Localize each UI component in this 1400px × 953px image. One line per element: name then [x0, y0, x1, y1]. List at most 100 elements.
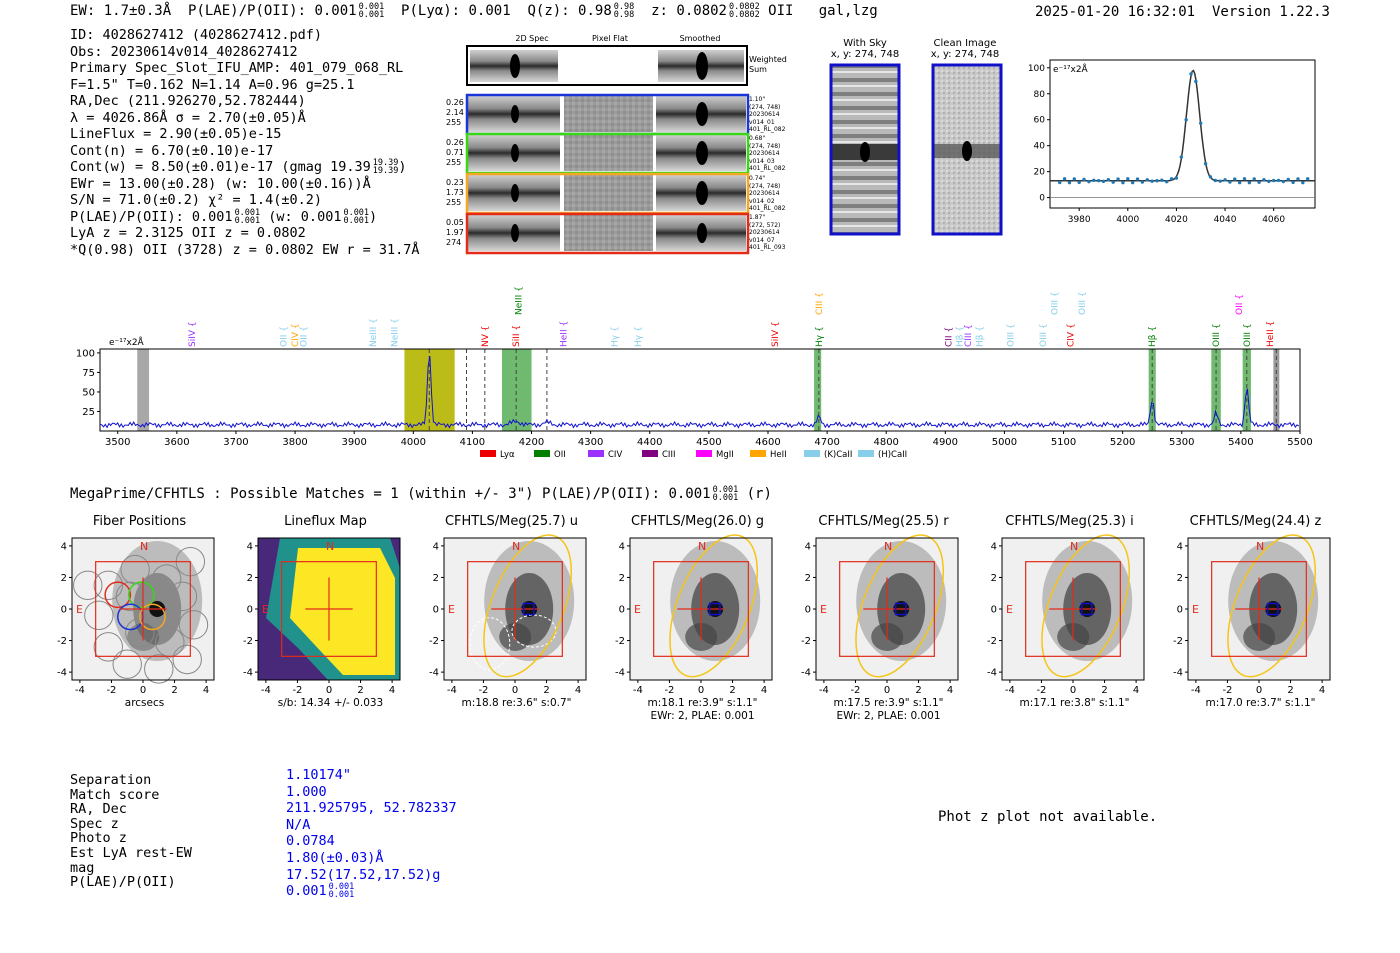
spectrum-xtick-label: 4400: [637, 437, 662, 448]
info-contw-lo: 19.39: [372, 166, 399, 176]
matches-title-hi: 0.001: [712, 485, 739, 495]
zoom-data-point: [1135, 177, 1140, 181]
stamp-xtick-label: 4: [389, 685, 395, 696]
zoom-data-point: [1174, 176, 1179, 180]
summary-value-photoz: 0.0784: [286, 833, 335, 850]
header-qz-lo: 0.98: [613, 10, 635, 20]
stamp-panel-6: CFHTLS/Meg(24.4) z N E -4 -4 -2 -2 0 0 2 2 4 4 m:17.0…: [1168, 510, 1343, 725]
spectrum-line-label: CIII {: [815, 292, 825, 315]
legend-swatch: [588, 450, 604, 457]
spectrum-xtick-label: 4500: [696, 437, 721, 448]
summary-plae-hi: 0.001: [328, 882, 355, 893]
stamp-xtick-label: -4: [261, 685, 271, 696]
spectrum-line-label: CIII {: [964, 324, 974, 347]
zoom-data-point: [1150, 179, 1154, 183]
summary-labels: Separation Match score RA, Dec Spec z Ph…: [70, 773, 192, 890]
summary-label-plae: P(LAE)/P(OII): [70, 874, 176, 891]
stamp-xtick-label: 0: [512, 685, 518, 696]
zoom-data-point: [1160, 178, 1164, 182]
weighted-sum-row: [466, 45, 748, 86]
stamp-xtick-label: -2: [106, 685, 116, 696]
zoom-data-point: [1130, 180, 1135, 185]
zoom-xtick-label: 4060: [1262, 215, 1285, 225]
stamp-ytick-label: -4: [243, 668, 253, 679]
zoom-data-point: [1116, 177, 1120, 181]
zoom-data-point: [1237, 180, 1242, 185]
spectrum-line-label: HeII {: [1266, 321, 1276, 347]
spectrum-xtick-label: 3700: [223, 437, 248, 448]
fiber-circle: [115, 581, 146, 612]
zoom-ytick-label: 60: [1034, 116, 1046, 126]
zoom-xtick-label: 4020: [1165, 215, 1188, 225]
info-plae-lo: 0.001: [234, 215, 261, 226]
zoom-xtick-label: 3980: [1068, 215, 1091, 225]
clean-image-coords: x, y: 274, 748: [930, 49, 1000, 60]
fiber-circle: [93, 570, 123, 601]
stamp-caption: arcsecs: [124, 697, 165, 709]
zoom-data-point: [1291, 180, 1295, 185]
with-sky-title: With Sky x, y: 274, 748: [820, 38, 910, 60]
stamp-title: CFHTLS/Meg(26.0) g: [630, 514, 765, 529]
stamp-ytick-label: 0: [433, 605, 439, 616]
row1-left: 0.26 0.71 255: [446, 138, 464, 167]
compass-e: E: [448, 603, 455, 616]
stamp-xtick-label: 2: [357, 685, 363, 696]
row1-right: 0.68" (274, 748) 20230614 v014_03 401_RL_082: [749, 135, 786, 172]
fiber-circle: [144, 654, 174, 684]
summary-value-match-score: 1.000: [286, 783, 327, 800]
stamp-xtick-label: 0: [698, 685, 704, 696]
stamp-ytick-label: 0: [1177, 605, 1183, 616]
zoom-data-point: [1082, 177, 1086, 182]
info-plae-w-lo: 0.001: [343, 215, 370, 226]
info-contn: Cont(n) = 6.70(±0.10)e-17: [70, 142, 274, 159]
row2-right: 0.74" (274, 748) 20230614 v014_02 401_RL_082: [749, 175, 786, 212]
matches-title-band: (r): [746, 486, 772, 502]
stamp-xtick-label: 2: [1287, 685, 1293, 696]
stamp-panel-5: CFHTLS/Meg(25.3) i N E -4 -4 -2 -2 0 0 2 2 4 4 m:17.1…: [982, 510, 1157, 725]
fiber-circle: [112, 649, 142, 679]
zoom-data-point: [1145, 178, 1149, 182]
spectrum-xtick-label: 4800: [873, 437, 898, 448]
stamp-xtick-label: 4: [203, 685, 209, 696]
header-qz-hi: 0.98: [613, 2, 635, 12]
compass-e: E: [1006, 603, 1013, 616]
zoom-data-point: [1184, 118, 1188, 122]
compass-n: N: [1256, 540, 1264, 553]
spectrum-line-label: SiII {: [512, 325, 522, 347]
legend-label: CIV: [608, 450, 622, 460]
compass-n: N: [1070, 540, 1078, 553]
compass-n: N: [140, 540, 148, 553]
compass-e: E: [76, 603, 83, 616]
spectrum-line-label: OIII {: [1039, 323, 1049, 347]
zoom-data-point: [1155, 179, 1159, 183]
info-plae-text: P(LAE)/P(OII): 0.001: [70, 208, 233, 225]
stamp-xtick-label: 4: [947, 685, 953, 696]
dashed-ellipse: [469, 617, 511, 671]
stamp-xtick-label: 2: [729, 685, 735, 696]
zoom-data-point: [1228, 180, 1232, 184]
stamp-caption: m:18.8 re:3.6" s:0.7": [461, 697, 572, 709]
zoom-ytick-label: 80: [1034, 90, 1046, 100]
info-q: *Q(0.98) OII (3728) z = 0.0802 EW r = 31…: [70, 241, 420, 258]
legend-swatch: [750, 450, 766, 457]
spectrum-band: [1273, 349, 1280, 431]
aperture-ellipse: [669, 534, 759, 678]
spectrum-flux-line: [99, 356, 1300, 429]
stamp-xtick-label: 2: [171, 685, 177, 696]
header-plae-lo: 0.001: [358, 10, 385, 20]
stamp-title: Lineflux Map: [284, 514, 367, 529]
stamp-ytick-label: -4: [615, 668, 625, 679]
spectrum-band: [814, 349, 822, 431]
zoom-data-point: [1223, 178, 1227, 182]
summary-label-specz: Spec z: [70, 815, 119, 832]
stamp-xtick-label: 2: [915, 685, 921, 696]
stamp-panel-2: CFHTLS/Meg(25.7) u N E -4 -4 -2 -2 0 0 2 2 4 4 m:18.8…: [424, 510, 599, 725]
zoom-data-point: [1233, 177, 1237, 181]
summary-label-radec: RA, Dec: [70, 801, 127, 818]
stamp-ytick-label: -2: [615, 636, 625, 647]
spectrum-line-label: Hγ {: [815, 326, 825, 347]
zoom-data-point: [1203, 162, 1208, 166]
legend-swatch: [858, 450, 874, 457]
zoom-data-point: [1092, 178, 1096, 183]
stamp-ytick-label: 0: [805, 605, 811, 616]
